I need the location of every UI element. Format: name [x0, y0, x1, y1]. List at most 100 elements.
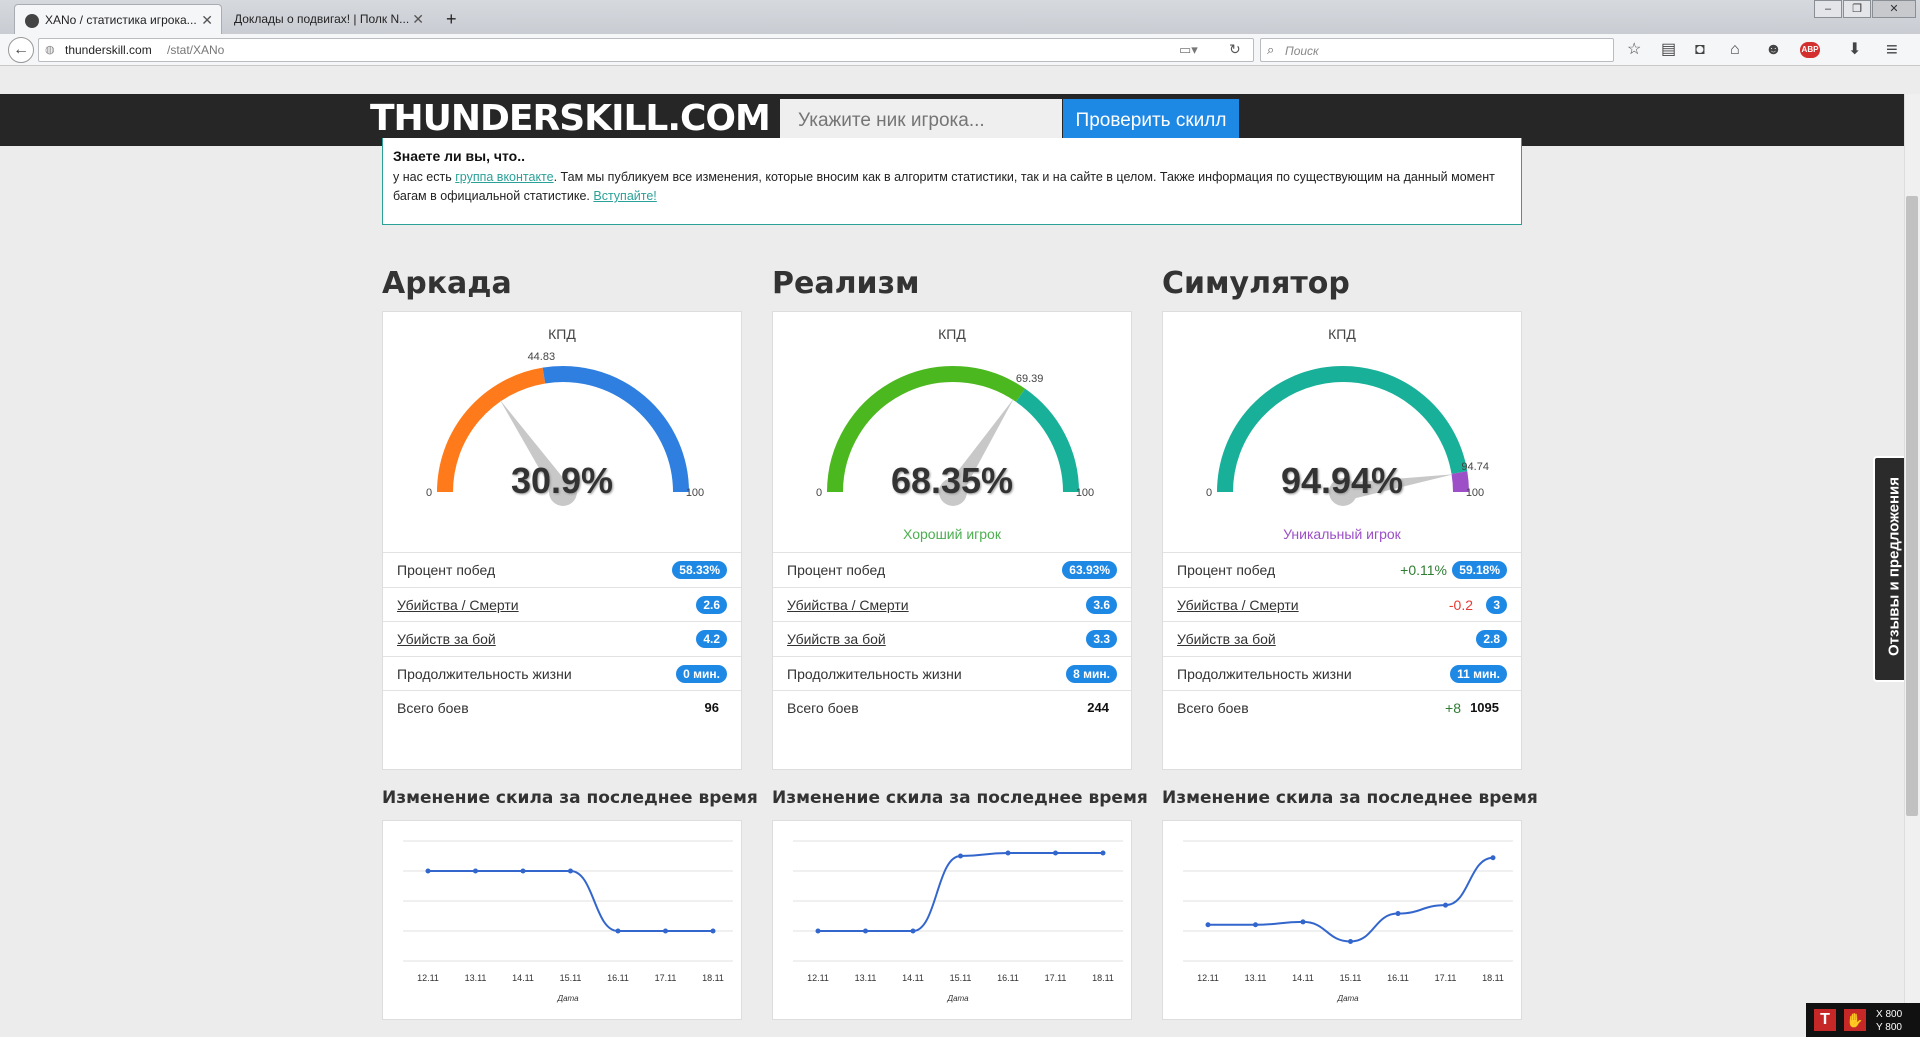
- data-point[interactable]: [1300, 919, 1306, 925]
- new-tab-button[interactable]: +: [446, 9, 457, 29]
- stat-label[interactable]: Убийства / Смерти: [1177, 596, 1299, 613]
- stat-badge: 3: [1486, 595, 1507, 614]
- stat-badge: 0 мин.: [676, 664, 727, 683]
- data-point[interactable]: [958, 853, 963, 859]
- stat-label: Всего боев: [1177, 700, 1249, 716]
- download-icon[interactable]: ⬇: [1848, 41, 1862, 58]
- bookmarks-list-icon[interactable]: ▤: [1661, 41, 1677, 58]
- window-close-icon[interactable]: ✕: [1872, 0, 1916, 18]
- menu-icon[interactable]: ≡: [1886, 39, 1898, 61]
- stat-value: 96: [704, 700, 719, 715]
- data-point[interactable]: [910, 928, 916, 934]
- gauge-min-label: 0: [1206, 487, 1212, 499]
- data-point[interactable]: [1395, 911, 1401, 917]
- restore-icon[interactable]: ❐: [1843, 0, 1871, 18]
- x-tick-label: 13.11: [1245, 973, 1267, 983]
- stat-label: Продолжительность жизни: [787, 665, 962, 682]
- tab-reports[interactable]: Доклады о подвигах! | Полк N... ✕: [224, 4, 432, 34]
- skill-line: [818, 852, 1103, 932]
- data-point[interactable]: [473, 868, 478, 874]
- home-icon[interactable]: ⌂: [1730, 41, 1740, 58]
- data-point[interactable]: [863, 928, 868, 934]
- stat-label[interactable]: Убийства / Смерти: [397, 596, 519, 613]
- stat-delta: -0.2: [1448, 596, 1473, 613]
- data-point[interactable]: [520, 868, 526, 874]
- search-icon: ⌕: [1267, 42, 1275, 57]
- stat-badge: 2.6: [696, 595, 727, 614]
- x-tick-label: 15.11: [560, 973, 582, 983]
- stat-label[interactable]: Убийств за бой: [1177, 631, 1276, 647]
- gauge-needle: [945, 398, 1015, 497]
- pocket-icon[interactable]: ◘: [1695, 41, 1705, 58]
- tab-title: Доклады о подвигах! | Полк N...: [234, 12, 410, 26]
- stat-label[interactable]: Убийств за бой: [397, 631, 496, 647]
- mode-card: КПД 44.83 0 100 30.9% Процент побед 58.33% Убий…: [382, 311, 742, 770]
- stat-value: 1095: [1470, 700, 1499, 715]
- chat-icon[interactable]: ☻: [1765, 41, 1782, 58]
- data-point[interactable]: [1205, 922, 1211, 928]
- x-tick-label: 13.11: [465, 973, 487, 983]
- data-point[interactable]: [615, 928, 621, 934]
- skill-chart: 12.11 13.11 14.11 15.11 16.11 17.11 18.11 Дата: [382, 820, 742, 1020]
- data-point[interactable]: [815, 928, 821, 934]
- stat-label[interactable]: Убийства / Смерти: [787, 596, 909, 613]
- stat-delta: +0.11%: [1400, 562, 1447, 578]
- reader-view-icon[interactable]: ▭▾: [1179, 42, 1198, 57]
- nick-input[interactable]: [780, 99, 1062, 143]
- url-bar[interactable]: ◍ thunderskill.com /stat/XANo ▭▾ ↻: [38, 38, 1254, 62]
- stat-row: Убийства / Смерти 3.6: [773, 586, 1131, 622]
- scrollbar-thumb[interactable]: [1906, 196, 1918, 816]
- stat-label: Процент побед: [787, 562, 886, 578]
- tab-stats[interactable]: XANo / статистика игрока... ✕: [14, 4, 222, 34]
- gauge-pivot: [549, 478, 577, 506]
- stat-row: Убийств за бой 3.3: [773, 621, 1131, 656]
- data-point[interactable]: [1443, 902, 1448, 908]
- x-axis-label: Дата: [946, 994, 969, 1003]
- minimize-icon[interactable]: –: [1814, 0, 1842, 18]
- url-domain: thunderskill.com: [65, 43, 152, 57]
- data-point[interactable]: [663, 928, 668, 934]
- data-point[interactable]: [568, 868, 573, 874]
- adblock-icon[interactable]: ABP: [1800, 42, 1820, 58]
- data-point[interactable]: [1348, 938, 1353, 944]
- tab-title: XANo / статистика игрока...: [45, 13, 197, 27]
- close-icon[interactable]: ✕: [201, 12, 213, 28]
- data-point[interactable]: [1053, 850, 1058, 856]
- x-tick-label: 17.11: [655, 973, 677, 983]
- data-point[interactable]: [1253, 922, 1258, 928]
- data-point[interactable]: [710, 928, 716, 934]
- stat-label: Процент побед: [397, 562, 496, 578]
- data-point[interactable]: [425, 868, 431, 874]
- vk-group-link[interactable]: группа вконтакте: [455, 170, 554, 184]
- x-tick-label: 14.11: [1292, 973, 1314, 983]
- feedback-label: Отзывы и предложения: [1885, 476, 1903, 657]
- stat-badge: 59.18%: [1452, 561, 1507, 579]
- gauge-needle: [499, 399, 571, 498]
- gauge-needle: [1341, 474, 1454, 501]
- back-icon[interactable]: ←: [8, 37, 34, 63]
- check-skill-button[interactable]: Проверить скилл: [1063, 99, 1239, 143]
- data-point[interactable]: [1100, 850, 1106, 856]
- search-bar[interactable]: ⌕ Поиск: [1260, 38, 1614, 62]
- stat-row: Убийства / Смерти 2.6: [383, 586, 741, 622]
- gauge-max-label: 100: [1466, 487, 1484, 499]
- reload-icon[interactable]: ↻: [1229, 41, 1241, 57]
- data-point[interactable]: [1005, 850, 1011, 856]
- stat-row: Убийства / Смерти 3 -0.2: [1163, 586, 1521, 622]
- url-path: /stat/XANo: [167, 43, 225, 57]
- join-link[interactable]: Вступайте!: [593, 189, 657, 203]
- cursor-overlay-widget: T ✋ X 800 Y 800: [1806, 1003, 1920, 1037]
- kpd-gauge: 94.74 0 100: [1206, 366, 1489, 506]
- skill-line: [1207, 856, 1494, 943]
- close-icon[interactable]: ✕: [412, 11, 424, 27]
- x-tick-label: 18.11: [1092, 973, 1114, 983]
- data-point[interactable]: [1490, 855, 1496, 861]
- stat-badge: 2.8: [1476, 630, 1507, 648]
- stat-row: Всего боев 1095 +8: [1163, 690, 1521, 725]
- site-logo[interactable]: THUNDERSKILL.COM: [370, 98, 771, 139]
- kpd-label: КПД: [548, 326, 576, 342]
- stat-label[interactable]: Убийств за бой: [787, 631, 886, 647]
- x-axis-label: Дата: [556, 994, 579, 1003]
- bookmark-star-icon[interactable]: ☆: [1627, 41, 1642, 58]
- stat-row: Убийств за бой 4.2: [383, 621, 741, 656]
